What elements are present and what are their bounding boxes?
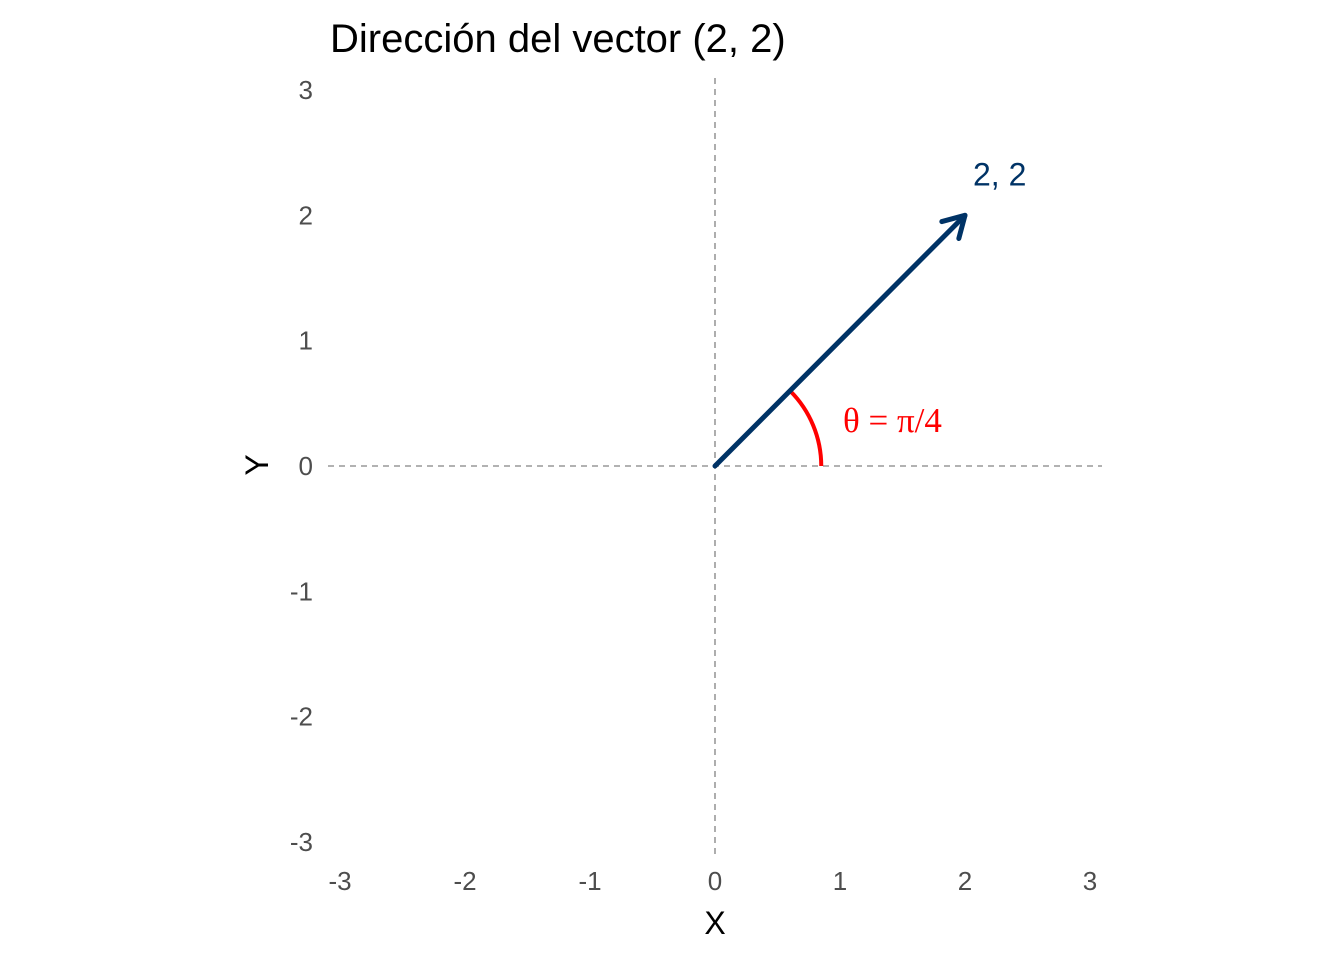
angle-arc <box>788 389 824 467</box>
y-tick-label: -1 <box>290 576 313 606</box>
x-tick-label: -1 <box>578 866 601 896</box>
x-tick-label: -2 <box>453 866 476 896</box>
vector-annotation: 2, 2 <box>712 156 1026 469</box>
x-tick-label: -3 <box>328 866 351 896</box>
y-tick-label: 1 <box>299 326 313 356</box>
x-tick-labels: -3 -2 -1 0 1 2 3 <box>328 866 1097 896</box>
x-tick-label: 1 <box>833 866 847 896</box>
y-tick-label: 2 <box>299 200 313 230</box>
angle-label: θ = π/4 <box>843 401 942 440</box>
vector-arrowhead <box>939 212 968 242</box>
vector-endpoint-label: 2, 2 <box>973 156 1026 192</box>
y-tick-label: 3 <box>299 75 313 105</box>
chart-title: Dirección del vector (2, 2) <box>330 17 786 61</box>
x-tick-label: 2 <box>958 866 972 896</box>
x-tick-label: 0 <box>708 866 722 896</box>
x-axis-title: X <box>704 905 725 941</box>
angle-annotation: θ = π/4 <box>788 389 942 467</box>
y-axis-title: Y <box>239 454 275 475</box>
y-tick-label: -3 <box>290 827 313 857</box>
y-tick-label: 0 <box>299 451 313 481</box>
y-tick-label: -2 <box>290 702 313 732</box>
x-tick-label: 3 <box>1083 866 1097 896</box>
y-tick-labels: -3 -2 -1 0 1 2 3 <box>290 75 313 857</box>
vector-shaft <box>712 212 968 469</box>
